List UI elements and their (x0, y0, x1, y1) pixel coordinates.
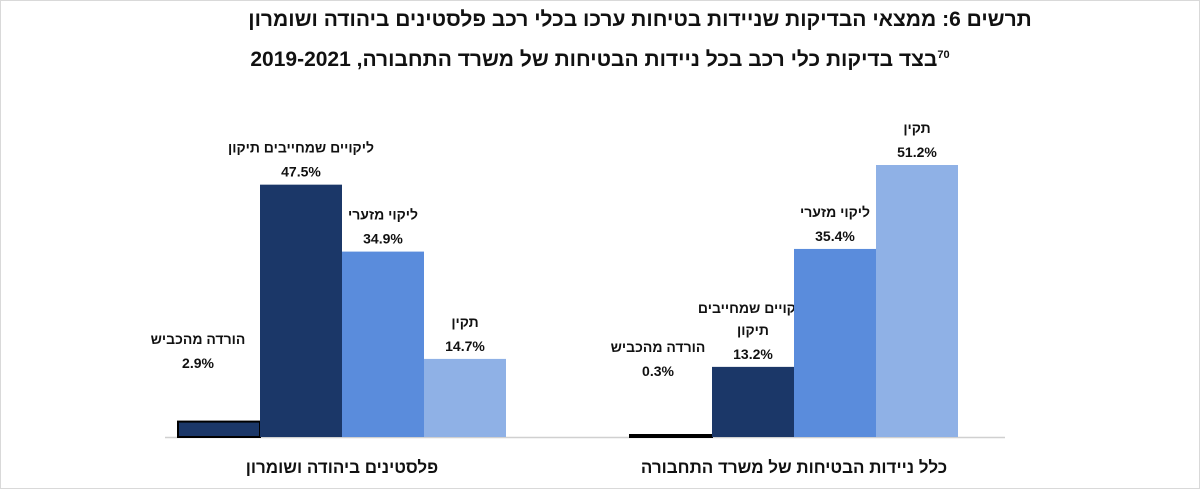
group-axis-label: פלסטינים ביהודה ושומרון (246, 458, 438, 477)
bar-1-3 (342, 251, 424, 437)
bar-category-label: ליקוי מזערי (800, 204, 870, 220)
group-axis-label: כלל ניידות הבטיחות של משרד התחבורה (641, 458, 947, 477)
data-label: 35.4% (815, 228, 855, 244)
bar-category-label: תקין (451, 314, 478, 330)
data-label: 13.2% (733, 346, 773, 362)
bar-category-label: תקין (903, 120, 930, 136)
data-label: 0.3% (642, 363, 674, 379)
bar-2-1 (629, 434, 713, 438)
bar-2-3 (794, 248, 876, 437)
data-label: 14.7% (445, 338, 485, 354)
chart-title-line2: 70בצד בדיקות כלי רכב בכל ניידות הבטיחות … (0, 48, 1200, 72)
bar-1-2 (260, 184, 342, 437)
bar-1-1 (177, 420, 261, 438)
footnote-mark: 70 (937, 49, 950, 61)
data-label: 47.5% (281, 164, 321, 180)
bar-category-label: ליקויים שמחייבים (698, 300, 808, 316)
bar-category-label: הורדה מהכביש (611, 339, 706, 355)
bar-2-2 (712, 366, 794, 437)
data-label: 51.2% (897, 144, 937, 160)
title-line2-text: בצד בדיקות כלי רכב בכל ניידות הבטיחות של… (250, 48, 938, 71)
data-label: 34.9% (363, 231, 403, 247)
bar-2-4 (876, 165, 958, 437)
bar-category-label: תיקון (737, 322, 769, 338)
data-label: 2.9% (182, 355, 214, 371)
bar-1-4 (424, 358, 506, 437)
bar-category-label: ליקוי מזערי (348, 207, 418, 223)
chart-title-line1: תרשים 6: ממצאי הבדיקות שניידות בטיחות ער… (248, 8, 1032, 31)
bar-category-label: ליקויים שמחייבים תיקון (228, 140, 374, 156)
bar-category-label: הורדה מהכביש (151, 331, 246, 347)
